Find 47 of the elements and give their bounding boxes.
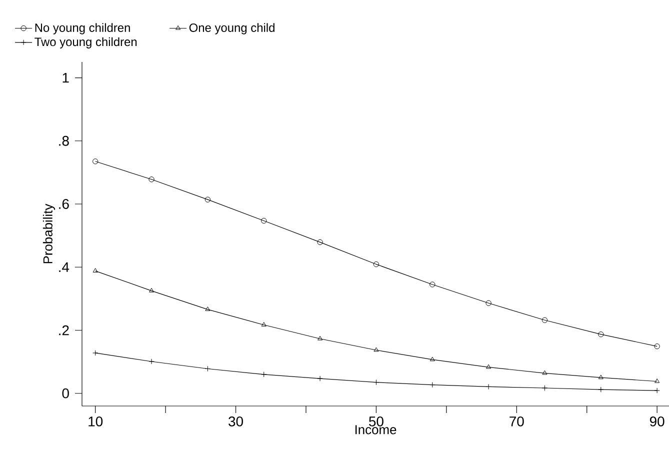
point: [430, 282, 436, 288]
point: [373, 379, 380, 386]
point: [486, 300, 492, 306]
x-axis-title: Income: [355, 425, 396, 434]
y-tick-label: 1: [62, 72, 69, 83]
point: [92, 158, 98, 164]
point: [654, 378, 660, 383]
point: [430, 382, 436, 388]
point: [430, 356, 435, 362]
y-axis-title: Probability: [42, 204, 56, 264]
point: [92, 350, 98, 356]
y-tick-label: 0: [62, 388, 69, 398]
y-tick-label: .4: [59, 262, 70, 272]
point: [317, 376, 323, 382]
x-tick-label: 70: [510, 416, 524, 426]
x-tick-label: 50: [369, 416, 384, 426]
x-tick-label: 90: [650, 416, 664, 426]
x-tick-label: 30: [228, 416, 243, 426]
y-tick-label: .8: [59, 136, 69, 146]
point: [92, 268, 98, 272]
point: [542, 370, 548, 375]
point: [542, 317, 548, 323]
point: [654, 343, 660, 350]
legend-label: One young child: [189, 23, 274, 34]
y-tick-label: .2: [59, 325, 69, 336]
point: [204, 196, 211, 202]
point: [598, 386, 604, 392]
point: [318, 336, 323, 340]
point: [654, 388, 660, 394]
legend-label: Two young children: [34, 37, 137, 48]
point: [261, 322, 266, 326]
point: [374, 347, 379, 352]
point: [261, 218, 267, 224]
point: [148, 176, 154, 182]
point: [598, 332, 604, 338]
x-tick-label: 10: [88, 416, 103, 426]
point: [149, 288, 154, 292]
point: [598, 374, 604, 380]
point: [542, 385, 548, 391]
point: [317, 239, 323, 246]
point: [261, 372, 267, 378]
legend-label: No young children: [35, 23, 130, 34]
y-tick-label: .6: [59, 199, 69, 209]
point: [373, 261, 380, 268]
point: [486, 364, 492, 369]
point: [205, 306, 210, 311]
point: [148, 358, 154, 364]
